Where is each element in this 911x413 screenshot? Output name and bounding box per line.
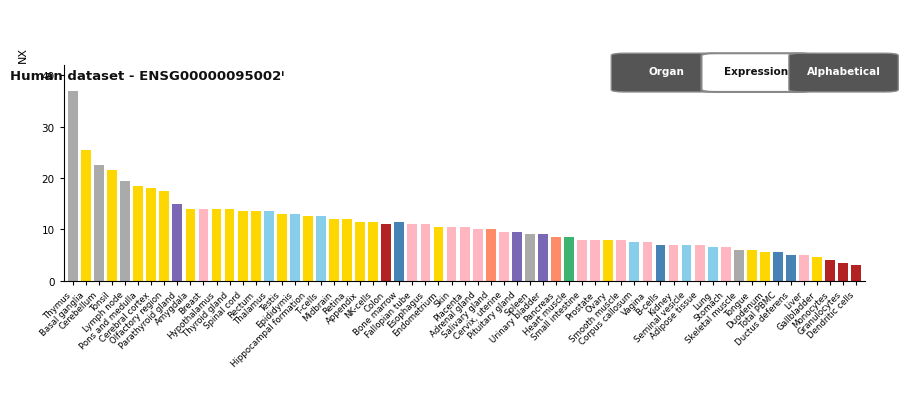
Bar [473,230,483,281]
Bar [695,245,704,281]
Bar [669,245,679,281]
Bar [773,253,783,281]
Y-axis label: NX: NX [17,47,27,63]
Bar [120,181,130,281]
Bar [94,166,104,281]
Bar [786,255,796,281]
Bar [681,245,691,281]
Bar [813,258,822,281]
Bar [303,217,312,281]
Bar [277,214,287,281]
Bar [852,266,861,281]
Bar [355,222,365,281]
Bar [799,255,809,281]
Bar [172,204,182,281]
Bar [264,212,273,281]
Bar [211,209,221,281]
Bar [838,263,848,281]
Text: Organ: Organ [648,67,684,77]
Bar [159,191,169,281]
Bar [760,253,770,281]
Bar [446,227,456,281]
Bar [708,248,718,281]
Bar [734,250,743,281]
Bar [721,248,731,281]
Bar [251,212,261,281]
Bar [368,222,378,281]
Bar [825,260,835,281]
Bar [656,245,665,281]
Bar [460,227,469,281]
Bar [199,209,209,281]
Bar [590,240,600,281]
Bar [147,189,156,281]
Text: HUMAN ORTHOLOG GENESⁱ: HUMAN ORTHOLOG GENESⁱ [11,21,189,34]
FancyBboxPatch shape [701,54,811,93]
Bar [564,237,574,281]
Bar [225,209,234,281]
FancyBboxPatch shape [789,54,898,93]
Text: Alphabetical: Alphabetical [806,67,881,77]
Bar [434,227,444,281]
Bar [617,240,626,281]
Bar [525,235,535,281]
Bar [421,225,430,281]
Bar [238,212,248,281]
Bar [68,92,77,281]
Bar [186,209,195,281]
Bar [603,240,613,281]
Text: Expression: Expression [724,67,788,77]
Bar [642,242,652,281]
Bar [499,232,508,281]
Bar [512,232,522,281]
Bar [551,237,561,281]
FancyBboxPatch shape [611,54,721,93]
Bar [290,214,300,281]
Bar [630,242,640,281]
Bar [329,219,339,281]
Bar [486,230,496,281]
Bar [407,225,417,281]
Bar [81,150,91,281]
Bar [107,171,117,281]
Bar [343,219,352,281]
Bar [316,217,326,281]
Text: Human dataset - ENSG00000095002ⁱ: Human dataset - ENSG00000095002ⁱ [10,70,284,83]
Bar [394,222,404,281]
Bar [538,235,548,281]
Bar [747,250,757,281]
Bar [133,186,143,281]
Bar [578,240,587,281]
Bar [382,225,391,281]
